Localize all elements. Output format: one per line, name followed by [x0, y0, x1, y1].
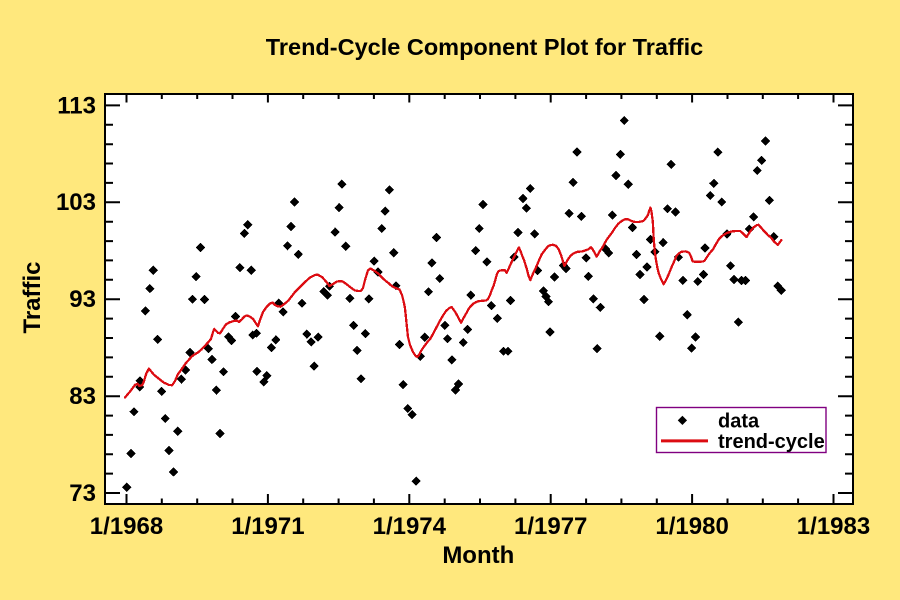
- svg-text:1/1980: 1/1980: [655, 513, 728, 540]
- svg-text:1/1971: 1/1971: [231, 513, 304, 540]
- svg-text:73: 73: [69, 480, 96, 507]
- svg-text:Trend-Cycle Component Plot for: Trend-Cycle Component Plot for Traffic: [266, 34, 703, 60]
- svg-text:1/1977: 1/1977: [514, 513, 587, 540]
- svg-text:1/1968: 1/1968: [90, 513, 163, 540]
- svg-text:83: 83: [69, 383, 96, 410]
- svg-text:Month: Month: [442, 542, 514, 569]
- svg-text:Traffic: Traffic: [19, 261, 46, 333]
- svg-text:93: 93: [69, 286, 96, 313]
- svg-text:113: 113: [57, 92, 96, 119]
- svg-text:103: 103: [56, 189, 96, 216]
- svg-text:1/1974: 1/1974: [373, 513, 447, 540]
- svg-text:1/1983: 1/1983: [797, 513, 870, 540]
- svg-text:data: data: [718, 411, 760, 433]
- svg-text:trend-cycle: trend-cycle: [718, 431, 825, 453]
